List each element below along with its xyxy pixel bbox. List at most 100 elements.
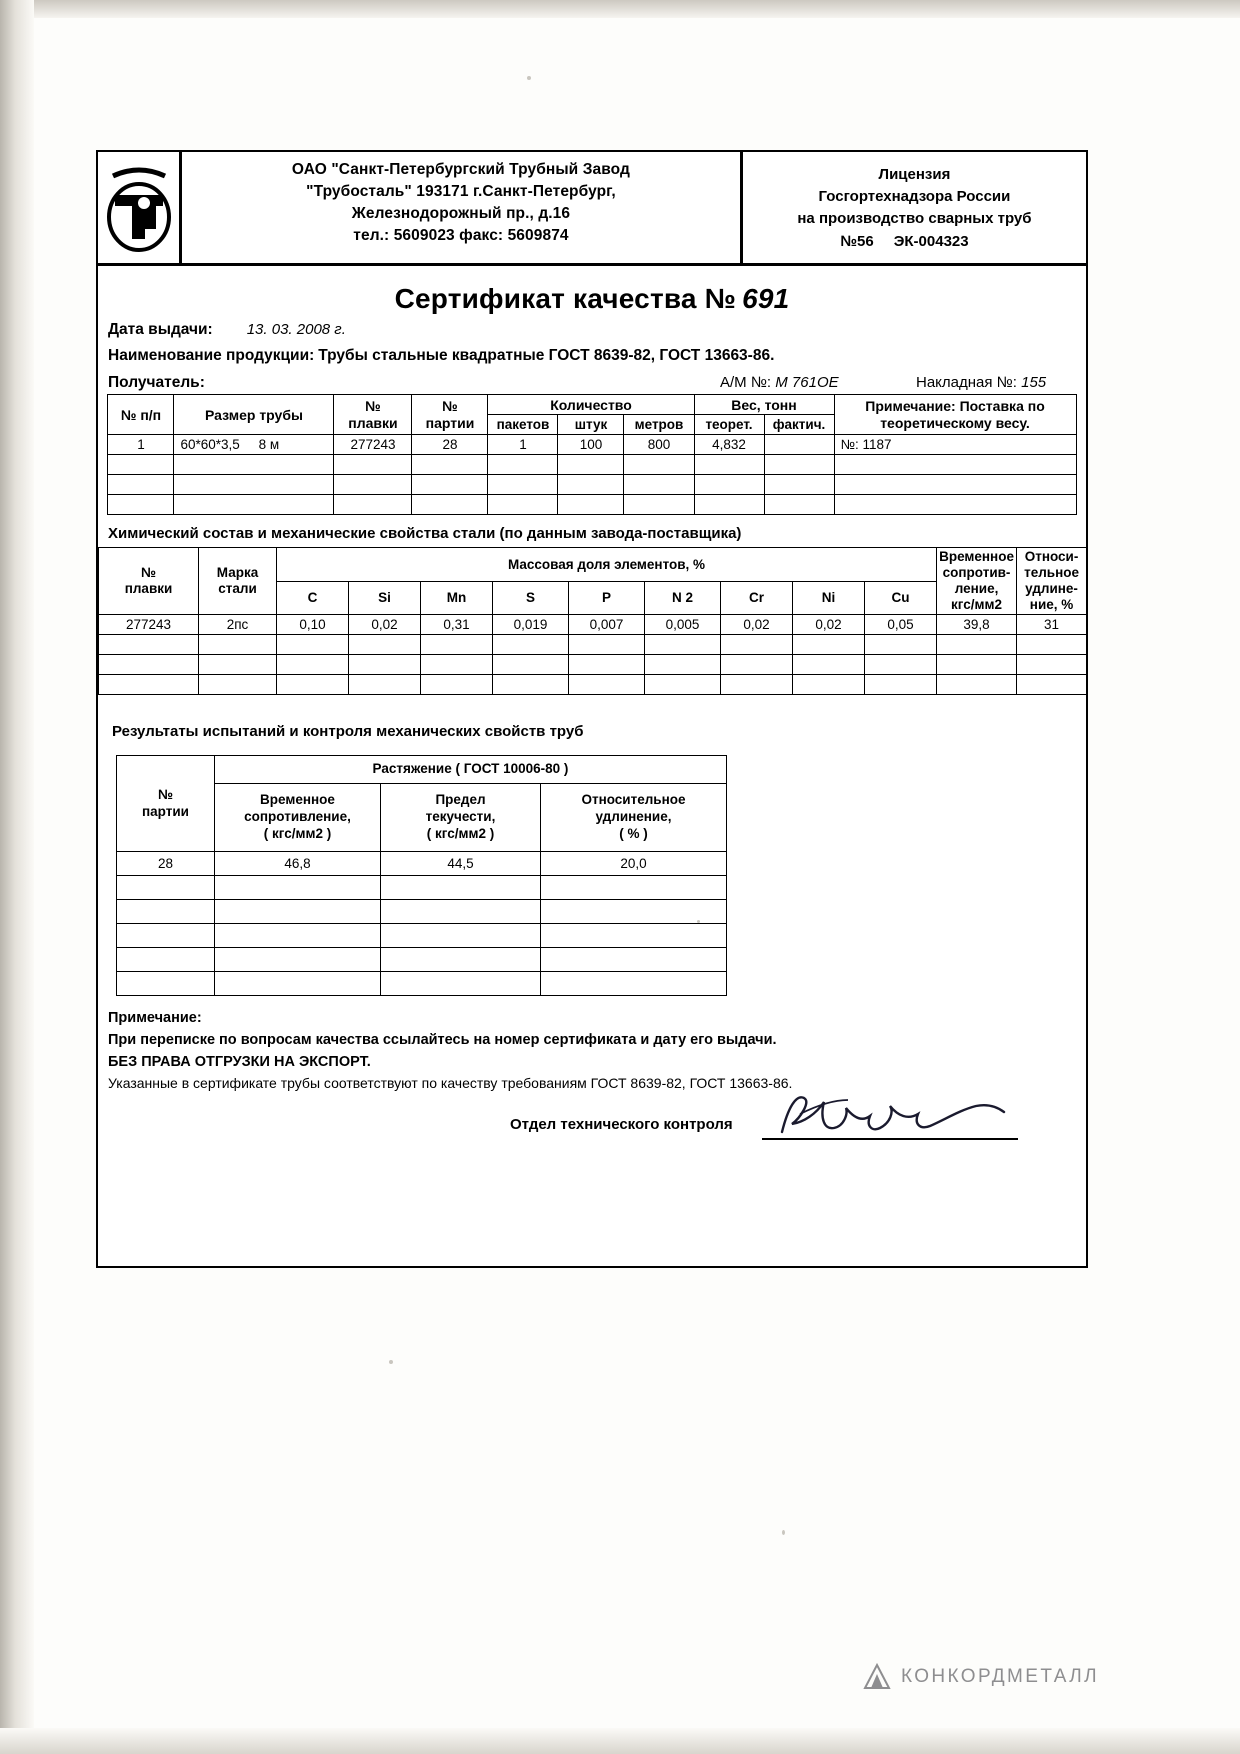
trubostal-logo-icon xyxy=(106,167,171,252)
waybill-value: 155 xyxy=(1021,373,1047,391)
chemistry-header-row-2: C Si Mn S P N 2 Cr Ni Cu xyxy=(99,580,1087,616)
col-tension-group: Растяжение ( ГОСТ 10006-80 ) xyxy=(214,755,727,785)
license-block: Лицензия Госгортехнадзора России на прои… xyxy=(743,152,1086,263)
license-number-row: №56 ЭК-004323 xyxy=(743,231,1086,253)
table-row xyxy=(107,474,1077,496)
watermark-text: КОНКОРДМЕТАЛЛ xyxy=(901,1666,1099,1687)
table-row xyxy=(116,971,727,997)
issue-date-label: Дата выдачи: xyxy=(108,321,213,338)
cell-empty xyxy=(173,494,335,516)
footer-notes: Примечание: При переписке по вопросам ка… xyxy=(98,996,1086,1094)
cell-empty xyxy=(420,634,493,656)
cell-empty xyxy=(540,875,727,901)
cell-empty xyxy=(936,634,1018,656)
col-weight-actual: фактич. xyxy=(763,414,835,436)
cell-empty xyxy=(557,494,625,516)
recipient-label: Получатель: xyxy=(108,373,205,391)
col-element-p: P xyxy=(568,580,645,616)
cell-empty xyxy=(116,899,215,925)
col-element-mn: Mn xyxy=(420,580,493,616)
cell-empty xyxy=(863,674,938,696)
cell-empty xyxy=(693,474,765,496)
cell-empty xyxy=(333,474,413,496)
table-row xyxy=(107,494,1077,516)
products-table: № п/п Размер трубы № плавки № партии Колич… xyxy=(107,394,1077,516)
company-logo xyxy=(98,152,182,263)
cell-empty xyxy=(420,674,493,696)
cell-empty xyxy=(380,875,541,901)
cell-empty xyxy=(623,494,695,516)
cell-empty xyxy=(833,454,1077,476)
cell-empty xyxy=(98,674,199,696)
cell-empty xyxy=(198,634,277,656)
cell-empty xyxy=(540,971,727,997)
page-title-text: Сертификат качества № xyxy=(394,283,737,314)
cell-empty xyxy=(693,454,765,476)
col-weight-theoretical: теорет. xyxy=(693,414,765,436)
notes-line-3: Указанные в сертификате трубы соответств… xyxy=(108,1075,793,1092)
cell-empty xyxy=(411,474,489,496)
cell-empty xyxy=(487,474,559,496)
certificate-meta: Дата выдачи: 13. 03. 2008 г. Наименование… xyxy=(98,319,1086,394)
cell-element-s: 0,019 xyxy=(492,614,569,636)
issue-date-row: Дата выдачи: 13. 03. 2008 г. xyxy=(108,319,1076,341)
page-title: Сертификат качества № 691 xyxy=(98,283,1086,315)
col-mass-fraction-group: Массовая доля элементов, % xyxy=(275,547,938,582)
license-number-label: №56 xyxy=(840,232,874,250)
cell-tensile-strength: 39,8 xyxy=(936,614,1018,636)
cell-lot-number: 28 xyxy=(116,851,215,877)
cell-empty xyxy=(492,674,569,696)
cell-empty xyxy=(487,454,559,476)
cell-element-n2: 0,005 xyxy=(644,614,721,636)
cell-tensile-strength: 46,8 xyxy=(214,851,381,877)
col-element-cu: Cu xyxy=(863,580,938,616)
table-row xyxy=(107,454,1077,476)
col-quantity-group: Количество xyxy=(487,394,695,416)
cell-lot-number: 28 xyxy=(411,434,489,456)
cell-element-cr: 0,02 xyxy=(720,614,793,636)
cell-element-mn: 0,31 xyxy=(420,614,493,636)
license-number-value: ЭК-004323 xyxy=(893,232,969,250)
col-row-number: № п/п xyxy=(107,394,175,436)
col-tensile-strength: Временное сопротив-ление, кгс/мм2 xyxy=(936,547,1018,616)
product-name-label: Наименование продукции: xyxy=(108,347,315,365)
cell-empty xyxy=(411,494,489,516)
cell-empty xyxy=(487,494,559,516)
cell-empty xyxy=(863,654,938,676)
cell-empty xyxy=(116,875,215,901)
cell-empty xyxy=(333,494,413,516)
cell-empty xyxy=(557,454,625,476)
cell-row-number: 1 xyxy=(107,434,175,456)
cell-empty xyxy=(833,474,1077,496)
cell-empty xyxy=(492,634,569,656)
cell-empty xyxy=(1016,674,1088,696)
cell-empty xyxy=(833,494,1077,516)
table-row: 1 60*60*3,5 8 м 277243 28 1 100 800 4,83… xyxy=(107,434,1077,456)
cell-empty xyxy=(936,674,1018,696)
waybill-field: Накладная №: 155 xyxy=(916,372,1046,394)
issue-date-value: 13. 03. 2008 г. xyxy=(246,321,346,338)
col-elongation: Относительное удлинение,( % ) xyxy=(540,783,727,853)
cell-empty xyxy=(348,654,421,676)
cell-empty xyxy=(214,923,381,949)
col-qty-meters: метров xyxy=(623,414,695,436)
col-pipe-size: Размер трубы xyxy=(173,394,335,436)
notes-line-2: БЕЗ ПРАВА ОТГРУЗКИ НА ЭКСПОРТ. xyxy=(108,1053,371,1070)
col-yield-strength: Предел текучести,( кгс/мм2 ) xyxy=(380,783,541,853)
col-element-n2: N 2 xyxy=(644,580,721,616)
cell-empty xyxy=(557,474,625,496)
table-row xyxy=(116,899,727,925)
col-note-line-2: теоретическому весу. xyxy=(880,414,1030,431)
certificate-number: 691 xyxy=(742,283,790,314)
col-qty-pieces: штук xyxy=(557,414,625,436)
scan-speck xyxy=(782,1530,785,1535)
col-lot-number: № партии xyxy=(411,394,489,436)
col-elongation: Относи-тельное удлине-ние, % xyxy=(1016,547,1088,616)
tests-header-row-2: Временное сопротивление,( кгс/мм2 ) Преде… xyxy=(117,783,727,853)
product-name-row: Наименование продукции: Трубы стальные кв… xyxy=(108,345,1076,367)
scan-edge-top xyxy=(0,0,1240,18)
cell-empty xyxy=(198,674,277,696)
col-element-ni: Ni xyxy=(792,580,865,616)
col-steel-grade: Марка стали xyxy=(198,547,277,616)
